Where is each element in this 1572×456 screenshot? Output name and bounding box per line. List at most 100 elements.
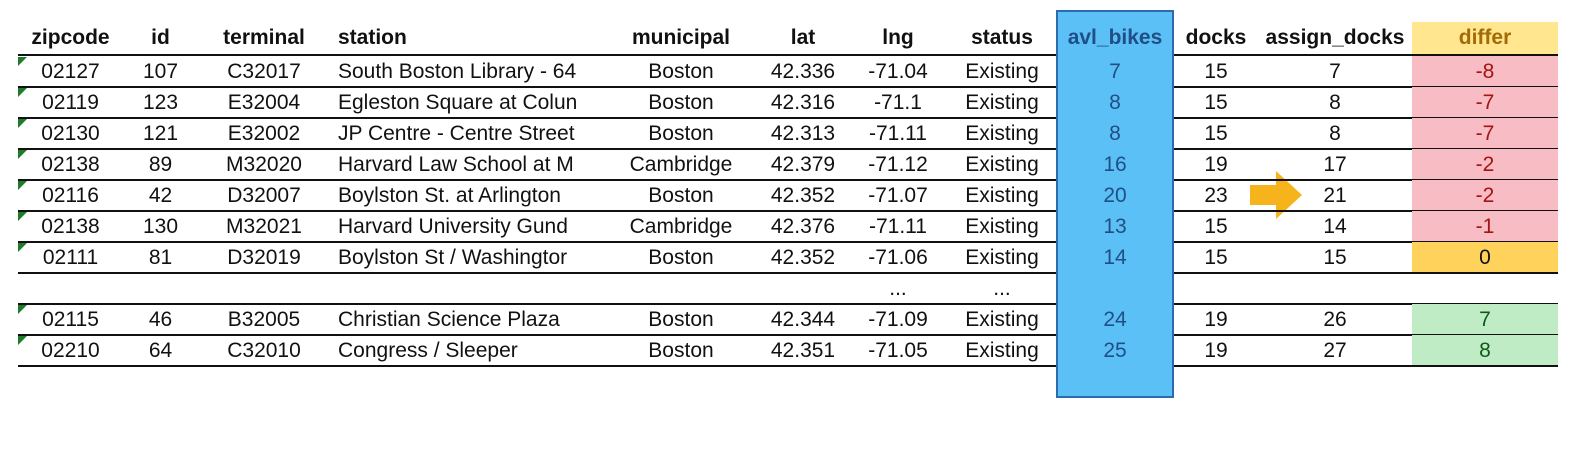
table-cell-terminal: M32020	[226, 152, 302, 176]
table-cell-station: Egleston Square at Colun	[338, 90, 578, 114]
cell-comment-marker	[18, 119, 27, 128]
table-cell-lat: 42.316	[770, 90, 836, 114]
table-cell-id: 121	[142, 121, 179, 145]
table-cell-station: Harvard University Gund	[338, 214, 568, 238]
cell-comment-marker	[18, 88, 27, 97]
cell-comment-marker	[18, 305, 27, 314]
table-cell-id: 64	[148, 338, 173, 362]
table-cell-docks: 15	[1204, 245, 1228, 269]
table-cell-zipcode: 02127	[41, 59, 100, 83]
table-cell-municipal: Boston	[648, 307, 714, 331]
table-cell-lng: -71.11	[869, 121, 927, 145]
table-cell-id: 123	[142, 90, 179, 114]
table-cell-municipal: Cambridge	[629, 214, 733, 238]
table-cell-avl-bikes: 16	[1103, 152, 1127, 176]
row-divider	[18, 241, 1056, 243]
table-cell-lat: 42.379	[770, 152, 836, 176]
column-header-avl-bikes: avl_bikes	[1067, 26, 1163, 49]
table-cell-status: Existing	[965, 214, 1039, 238]
table-cell-docks: 15	[1204, 214, 1228, 238]
table-cell-assign-docks: 15	[1323, 245, 1347, 269]
table-cell-assign-docks: 26	[1323, 307, 1347, 331]
table-cell-zipcode: 02115	[42, 307, 99, 331]
table-cell-docks: 19	[1204, 338, 1228, 362]
row-divider	[18, 210, 1056, 212]
column-header-lat: lat	[790, 26, 816, 49]
table-cell-assign-docks: 17	[1323, 152, 1347, 176]
table-cell-station: Harvard Law School at M	[338, 152, 574, 176]
table-cell-municipal: Boston	[648, 59, 714, 83]
table-cell-status: Existing	[965, 121, 1039, 145]
row-divider	[1174, 86, 1558, 88]
row-divider	[1174, 334, 1558, 336]
row-divider	[18, 334, 1056, 336]
table-cell-lng: -71.1	[874, 90, 922, 114]
table-cell-terminal: E32004	[227, 90, 301, 114]
table-cell-differ: -1	[1412, 211, 1558, 242]
table-cell-zipcode: 02138	[41, 214, 100, 238]
table-cell-docks: 19	[1204, 307, 1228, 331]
table-cell-zipcode: 02138	[41, 152, 100, 176]
table-cell-terminal: D32007	[227, 183, 301, 207]
table-cell-assign-docks: 7	[1329, 59, 1341, 83]
table-cell-terminal: C32010	[227, 338, 301, 362]
table-cell-station: Congress / Sleeper	[338, 338, 518, 362]
row-divider	[18, 148, 1056, 150]
table-cell-docks: 19	[1204, 152, 1228, 176]
table-cell-avl-bikes: 13	[1103, 214, 1127, 238]
row-divider	[1174, 54, 1558, 56]
table-cell-lat: 42.313	[770, 121, 836, 145]
table-cell-terminal: B32005	[227, 307, 301, 331]
table-cell-lng: -71.06	[868, 245, 928, 269]
table-cell-station: South Boston Library - 64	[338, 59, 577, 83]
table-cell-status: Existing	[965, 183, 1039, 207]
table-cell-terminal: D32019	[227, 245, 301, 269]
column-header-zipcode: zipcode	[31, 26, 110, 49]
table-cell-zipcode: 02130	[41, 121, 100, 145]
column-header-station: station	[338, 26, 407, 49]
table-cell-lat: 42.351	[770, 338, 836, 362]
row-divider	[1174, 179, 1558, 181]
table-cell-status: Existing	[965, 152, 1039, 176]
table-cell-docks: 15	[1204, 59, 1228, 83]
table-cell-id: 107	[142, 59, 179, 83]
table-cell-station: Boylston St / Washingtor	[338, 245, 568, 269]
table-cell-avl-bikes: 25	[1103, 338, 1127, 362]
cell-comment-marker	[18, 212, 27, 221]
row-divider	[18, 117, 1056, 119]
table-cell-differ: 8	[1412, 335, 1558, 366]
row-divider	[18, 54, 1056, 56]
ellipsis-lng: ...	[889, 276, 907, 300]
table-cell-differ: -7	[1412, 87, 1558, 118]
column-header-differ: differ	[1412, 22, 1558, 54]
column-header-terminal: terminal	[223, 26, 305, 49]
table-cell-assign-docks: 14	[1323, 214, 1347, 238]
row-divider	[1174, 303, 1558, 305]
row-divider	[18, 272, 1056, 274]
row-divider	[1174, 272, 1558, 274]
right-arrow-icon	[1250, 171, 1302, 219]
row-divider	[18, 179, 1056, 181]
table-cell-municipal: Cambridge	[629, 152, 733, 176]
table-cell-station: Boylston St. at Arlington	[338, 183, 561, 207]
avl-bikes-column-highlight	[1056, 10, 1174, 398]
column-header-status: status	[971, 26, 1033, 49]
cell-comment-marker	[18, 181, 27, 190]
table-cell-differ: -8	[1412, 56, 1558, 87]
table-cell-id: 89	[148, 152, 173, 176]
table-cell-station: Christian Science Plaza	[338, 307, 560, 331]
table-cell-zipcode: 02116	[42, 183, 99, 207]
table-cell-lng: -71.12	[868, 152, 928, 176]
column-header-lng: lng	[882, 26, 914, 49]
table-cell-municipal: Boston	[648, 90, 714, 114]
table-cell-lat: 42.352	[770, 245, 836, 269]
table-cell-lat: 42.352	[770, 183, 836, 207]
table-cell-avl-bikes: 8	[1109, 121, 1121, 145]
table-cell-assign-docks: 21	[1323, 183, 1347, 207]
table-cell-id: 81	[148, 245, 173, 269]
table-cell-lat: 42.336	[770, 59, 836, 83]
table-cell-avl-bikes: 20	[1103, 183, 1127, 207]
table-cell-lng: -71.05	[868, 338, 928, 362]
table-cell-avl-bikes: 24	[1103, 307, 1127, 331]
table-cell-station: JP Centre - Centre Street	[338, 121, 575, 145]
